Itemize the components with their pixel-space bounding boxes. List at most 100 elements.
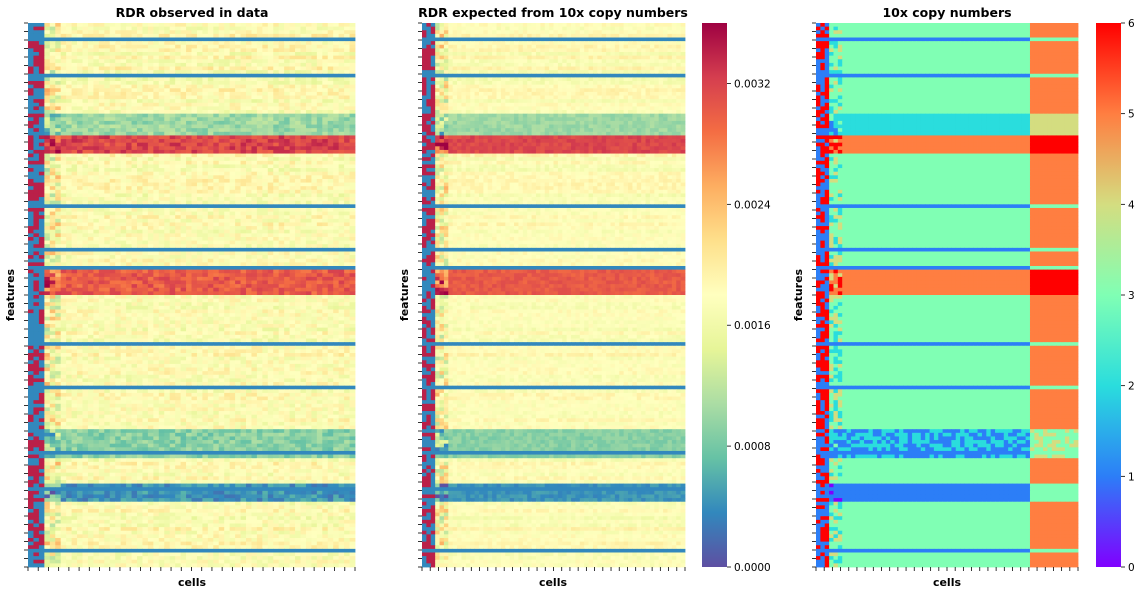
heatmap-cell <box>55 44 62 49</box>
heatmap-cell <box>344 33 350 38</box>
heatmap-cell <box>66 229 72 234</box>
heatmap-cell <box>218 236 225 241</box>
heatmap-cell <box>44 255 51 260</box>
heatmap-cell <box>213 33 220 38</box>
heatmap-cell <box>38 215 45 220</box>
heatmap-cell <box>126 113 132 118</box>
heatmap-cell <box>251 178 258 183</box>
heatmap-cell <box>251 204 258 209</box>
heatmap-cell <box>311 99 318 104</box>
heatmap-cell <box>60 142 67 147</box>
heatmap-cell <box>93 33 100 38</box>
heatmap-cell <box>104 33 111 38</box>
heatmap-cell <box>305 236 312 241</box>
heatmap-cell <box>273 215 280 220</box>
heatmap-cell <box>316 320 323 325</box>
heatmap-cell <box>256 222 263 227</box>
heatmap-cell <box>316 110 323 115</box>
heatmap-cell <box>327 178 334 183</box>
heatmap-cell <box>109 99 116 104</box>
heatmap-cell <box>180 99 187 104</box>
heatmap-cell <box>344 222 350 227</box>
heatmap-cell <box>153 291 160 296</box>
heatmap-cell <box>93 135 100 140</box>
heatmap-cell <box>202 186 209 191</box>
heatmap-cell <box>169 146 176 151</box>
heatmap-cell <box>267 313 274 318</box>
heatmap-cell <box>104 139 111 144</box>
heatmap-cell <box>71 309 78 314</box>
heatmap-cell <box>164 110 171 115</box>
heatmap-cell <box>93 309 100 314</box>
heatmap-cell <box>229 139 236 144</box>
heatmap-cell <box>104 88 111 93</box>
heatmap-cell <box>338 30 345 35</box>
heatmap-cell <box>180 218 187 223</box>
heatmap-cell <box>71 222 78 227</box>
heatmap-cell <box>316 146 323 151</box>
heatmap-cell <box>109 298 116 303</box>
heatmap-cell <box>224 262 231 267</box>
heatmap-cell <box>164 33 171 38</box>
heatmap-cell <box>87 222 94 227</box>
heatmap-cell <box>305 106 312 111</box>
heatmap-cell <box>153 316 160 321</box>
heatmap-cell <box>66 255 72 260</box>
heatmap-cell <box>186 157 192 162</box>
heatmap-cell <box>240 186 247 191</box>
heatmap-cell <box>213 106 220 111</box>
heatmap-cell <box>267 240 274 245</box>
heatmap-cell <box>147 33 154 38</box>
heatmap-cell <box>284 280 290 285</box>
heatmap-cell <box>218 316 225 321</box>
heatmap-cell <box>305 153 312 158</box>
heatmap-cell <box>218 160 225 165</box>
heatmap-cell <box>175 255 181 260</box>
heatmap-cell <box>246 276 252 281</box>
heatmap-cell <box>300 207 307 212</box>
heatmap-cell <box>316 73 323 78</box>
heatmap-cell <box>240 316 247 321</box>
heatmap-cell <box>164 59 171 64</box>
heatmap-cell <box>213 197 220 202</box>
heatmap-cell <box>229 44 236 49</box>
heatmap-cell <box>87 197 94 202</box>
heatmap-cell <box>224 258 231 263</box>
heatmap-cell <box>169 142 176 147</box>
heatmap-cell <box>235 284 241 289</box>
heatmap-cell <box>246 269 252 274</box>
heatmap-cell <box>256 70 263 75</box>
heatmap-cell <box>284 200 290 205</box>
heatmap-cell <box>98 215 105 220</box>
heatmap-cell <box>305 305 312 310</box>
heatmap-cell <box>196 33 203 38</box>
heatmap-cell <box>126 178 132 183</box>
heatmap-cell <box>186 120 192 125</box>
heatmap-cell <box>273 305 280 310</box>
heatmap-cell <box>55 316 62 321</box>
heatmap-cell <box>218 23 225 28</box>
heatmap-cell <box>349 88 356 93</box>
heatmap-cell <box>169 295 176 300</box>
heatmap-cell <box>98 182 105 187</box>
heatmap-cell <box>55 171 62 176</box>
heatmap-cell <box>71 160 78 165</box>
heatmap-cell <box>87 26 94 31</box>
heatmap-cell <box>153 255 160 260</box>
heatmap-cell <box>262 131 269 136</box>
heatmap-cell <box>175 106 181 111</box>
heatmap-cell <box>142 110 149 115</box>
heatmap-cell <box>207 215 214 220</box>
heatmap-cell <box>71 211 78 216</box>
heatmap-cell <box>300 164 307 169</box>
heatmap-cell <box>109 226 116 231</box>
heatmap-cell <box>251 62 258 67</box>
heatmap-cell <box>28 30 34 35</box>
heatmap-cell <box>316 211 323 216</box>
heatmap-cell <box>305 295 312 300</box>
heatmap-cell <box>44 91 51 96</box>
heatmap-cell <box>137 124 143 129</box>
heatmap-cell <box>38 146 45 151</box>
heatmap-cell <box>191 251 198 256</box>
heatmap-cell <box>240 233 247 238</box>
